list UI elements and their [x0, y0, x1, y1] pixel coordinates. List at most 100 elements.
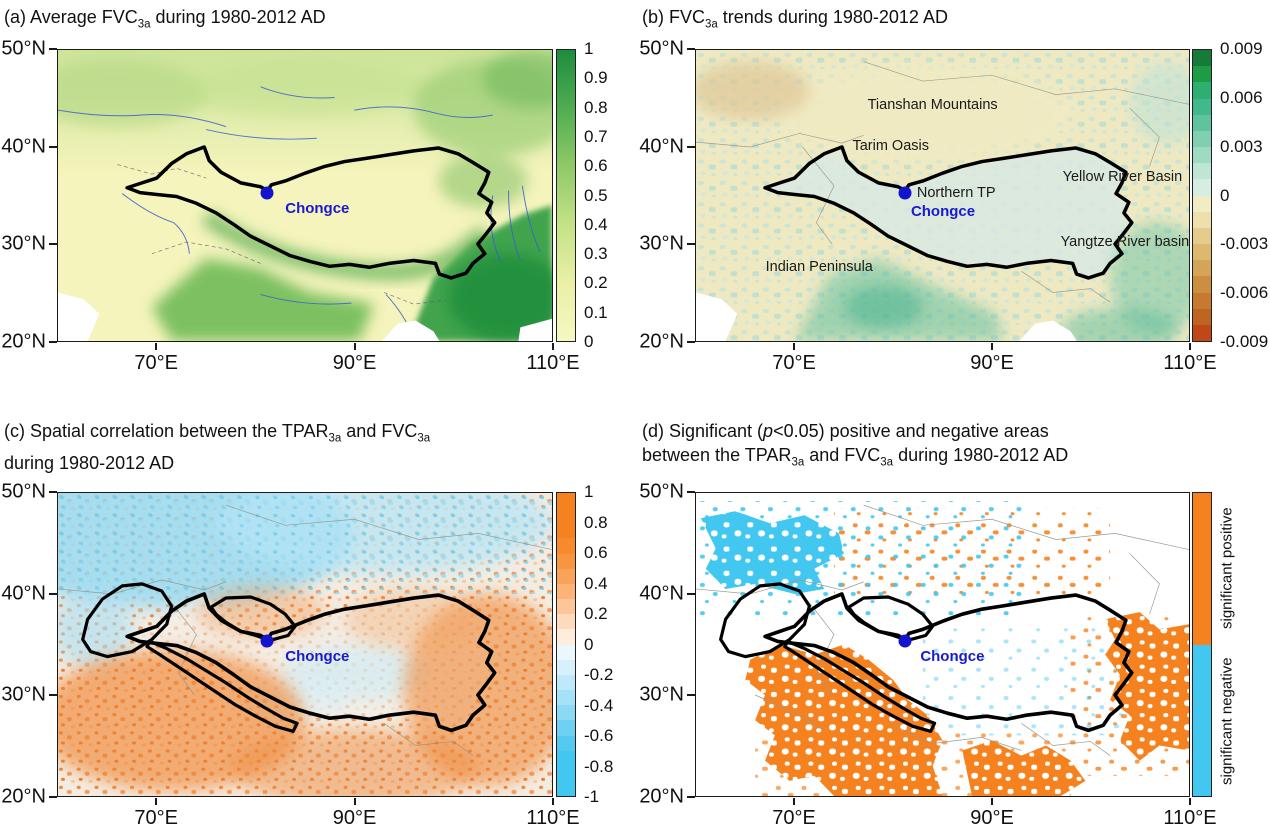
chongce-marker	[898, 186, 912, 200]
tick-label: -0.009	[1220, 332, 1269, 351]
panel-c-title: (c) Spatial correlation between the TPAR…	[4, 421, 431, 473]
colorbar-segment	[557, 523, 575, 539]
tick-label: 70°E	[134, 352, 178, 374]
colorbar-segment	[557, 659, 575, 675]
tibetan-plateau-outline	[763, 145, 1134, 280]
tick-label: -0.006	[1220, 283, 1269, 303]
colorbar-segment	[557, 599, 575, 615]
tick-label: 0	[1220, 185, 1230, 205]
panel-b-x-axis: 70°E 90°E 110°E	[695, 343, 1217, 379]
panel-a-y-axis: 50°N 40°N 30°N 20°N	[1, 38, 57, 353]
colorbar-segment	[1193, 308, 1211, 325]
chongce-marker	[898, 634, 912, 648]
tick-mark	[353, 343, 356, 350]
tick-label: 70°E	[772, 807, 816, 829]
tick-label: 1	[584, 482, 594, 501]
colorbar-segment	[557, 568, 575, 584]
tick-label: 0	[584, 634, 594, 654]
tick-mark	[687, 592, 695, 595]
panel-a-title: (a) Average FVC3a during 1980-2012 AD	[4, 7, 326, 31]
tick-mark	[49, 48, 57, 50]
tick-label: 20°N	[1, 330, 46, 353]
tibetan-plateau-outline	[125, 592, 497, 733]
significant-positive-cluster	[962, 740, 1086, 796]
tick-label: -0.003	[1220, 234, 1269, 254]
tick-label: 90°E	[332, 352, 377, 374]
colorbar-segment	[557, 583, 575, 600]
tick-label: 90°E	[332, 807, 377, 829]
tick-label: 30°N	[639, 683, 684, 706]
annotation-indian-peninsula: Indian Peninsula	[765, 258, 873, 275]
colorbar-segment	[557, 508, 575, 524]
colorbar-segment	[557, 493, 575, 509]
sea-area	[382, 320, 440, 341]
tick-label: 50°N	[639, 480, 684, 503]
tick-mark	[687, 48, 695, 50]
colorbar-segment	[1193, 50, 1211, 67]
panel-d-colorbar	[1192, 492, 1212, 797]
panel-a-colorbar	[556, 49, 576, 342]
subregion-outline	[719, 582, 811, 659]
tick-mark	[1189, 798, 1191, 805]
chongce-marker	[260, 186, 274, 200]
tick-mark	[155, 798, 158, 805]
tick-label: 90°E	[970, 352, 1014, 374]
significant-negative-cluster	[700, 511, 844, 594]
tick-mark	[991, 343, 993, 350]
panel-b-y-axis: 50°N 40°N 30°N 20°N	[639, 38, 695, 353]
tick-label: 0.2	[584, 273, 608, 293]
tick-label: 110°E	[1163, 352, 1217, 374]
tick-label: 90°E	[970, 807, 1014, 829]
tick-label: 50°N	[639, 37, 684, 60]
tick-label: -1	[584, 787, 600, 806]
annotation-northern-tp: Northern TP	[916, 184, 996, 201]
tick-label: 40°N	[639, 135, 684, 158]
colorbar-segment	[557, 644, 575, 660]
tick-label: -0.6	[584, 726, 614, 745]
colorbar-segment	[1193, 163, 1211, 180]
colorbar-segment	[557, 674, 575, 691]
map-c-canvas	[58, 493, 552, 796]
tick-label: 0.1	[584, 302, 608, 322]
colorbar-segment	[1193, 260, 1211, 277]
chongce-label: Chongce	[285, 199, 350, 217]
tick-label: 0.8	[584, 97, 608, 117]
panel-c-colorbar	[556, 492, 576, 797]
tick-mark	[991, 798, 993, 805]
tick-label: 50°N	[1, 480, 46, 503]
sea-area	[696, 292, 738, 341]
colorbar-segment	[557, 735, 575, 751]
colorbar-segment	[1193, 324, 1211, 342]
tick-mark	[687, 341, 695, 343]
colorbar-segment	[1193, 98, 1211, 115]
tick-mark	[687, 243, 695, 246]
tick-label: 0.006	[1220, 87, 1263, 107]
colorbar-segment	[1193, 66, 1211, 83]
map-d-canvas	[696, 493, 1189, 796]
tick-mark	[552, 798, 554, 805]
tibetan-plateau-outline	[763, 592, 1134, 733]
tick-mark	[49, 341, 57, 343]
colorbar-segment	[1193, 493, 1211, 645]
chongce-label: Chongce	[285, 647, 350, 665]
tick-mark	[1189, 343, 1191, 350]
panel-d-x-axis: 70°E 90°E 110°E	[695, 798, 1217, 834]
tick-mark	[687, 694, 695, 697]
tick-label: 0.2	[584, 604, 608, 623]
panel-d-y-axis: 50°N 40°N 30°N 20°N	[639, 481, 695, 808]
panel-d-map: Chongce	[695, 492, 1190, 797]
colorbar-segment	[557, 750, 575, 766]
panel-a-colorbar-ticks: 1 0.9 0.8 0.7 0.6 0.5 0.4 0.3 0.2 0.1 0	[578, 39, 638, 351]
colorbar-segment	[557, 720, 575, 736]
chongce-label: Chongce	[920, 647, 985, 665]
colorbar-segment	[557, 629, 575, 645]
colorbar-segment	[1193, 227, 1211, 245]
tibetan-plateau-outline	[125, 145, 497, 280]
tick-mark	[49, 592, 57, 595]
tick-label: 30°N	[1, 232, 46, 255]
tick-label: 40°N	[639, 582, 684, 605]
annotation-tianshan: Tianshan Mountains	[867, 97, 998, 114]
panel-d-title: (d) Significant (p<0.05) positive and ne…	[642, 421, 1069, 469]
tick-mark	[552, 343, 554, 350]
colorbar-segment	[1193, 114, 1211, 131]
